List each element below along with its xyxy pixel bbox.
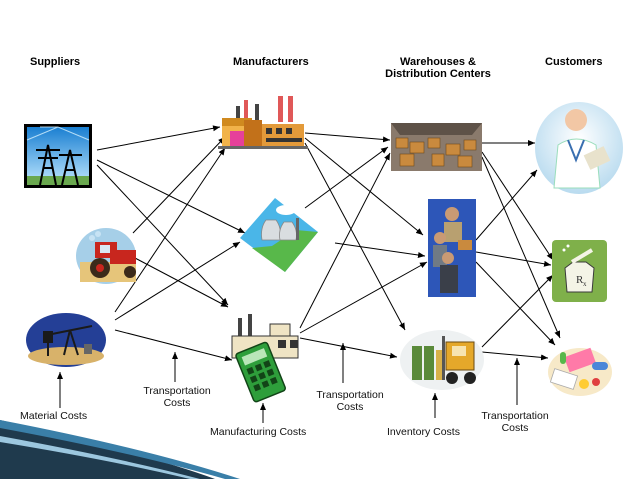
warehouse-customer-arrows	[475, 140, 561, 361]
transportation-costs-2-line2: Costs	[336, 401, 364, 413]
transportation-costs-label-3: Transportation Costs	[473, 410, 557, 434]
power-plant-icon	[240, 198, 318, 272]
forklift-icon	[400, 330, 484, 390]
supplier-manufacturer-arrows	[96, 125, 246, 362]
transportation-costs-label-1: Transportation Costs	[135, 385, 219, 409]
pills-icon	[548, 347, 612, 396]
calculator-factory-icon	[231, 314, 299, 403]
pharmacy-icon: R x	[552, 240, 607, 302]
transportation-costs-1-line2: Costs	[163, 397, 191, 409]
workers-icon	[428, 199, 476, 297]
manufacturing-costs-label: Manufacturing Costs	[210, 426, 307, 438]
svg-text:R: R	[576, 274, 584, 286]
inventory-costs-label: Inventory Costs	[387, 426, 460, 438]
power-tower-icon	[24, 124, 92, 188]
tractor-icon	[76, 228, 136, 284]
transportation-costs-1-line1: Transportation	[143, 385, 211, 397]
doctor-icon	[535, 102, 623, 194]
material-costs-label: Material Costs	[20, 410, 88, 422]
cost-pointer-arrows	[57, 343, 520, 423]
factory-icon	[218, 96, 308, 149]
oil-pump-icon	[26, 313, 106, 367]
warehouses-header: Warehouses & Distribution Centers	[380, 56, 496, 80]
warehouse-boxes-icon	[391, 123, 482, 171]
decorative-swoosh	[0, 420, 240, 479]
warehouses-header-line2: Distribution Centers	[385, 68, 491, 80]
manufacturer-warehouse-arrows	[299, 132, 428, 359]
transportation-costs-2-line1: Transportation	[316, 389, 384, 401]
suppliers-header: Suppliers	[30, 56, 81, 68]
customers-header: Customers	[545, 56, 603, 68]
transportation-costs-3-line1: Transportation	[481, 410, 549, 422]
transportation-costs-label-2: Transportation Costs	[308, 389, 392, 413]
svg-text:x: x	[583, 280, 587, 288]
warehouses-header-line1: Warehouses &	[399, 56, 476, 68]
transportation-costs-3-line2: Costs	[501, 422, 529, 434]
manufacturers-header: Manufacturers	[233, 56, 309, 68]
